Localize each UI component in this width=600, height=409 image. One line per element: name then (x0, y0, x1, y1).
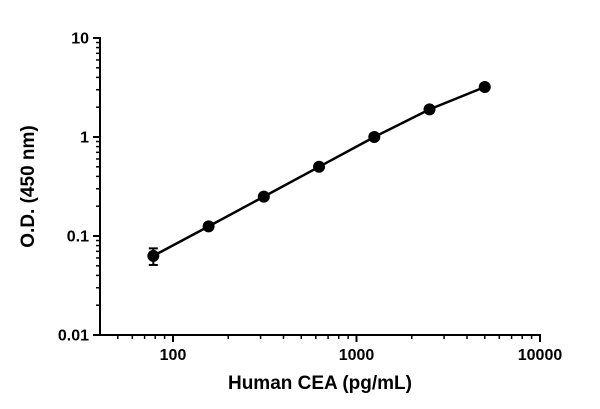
data-point (147, 249, 160, 262)
data-point (368, 131, 381, 143)
data-point (257, 190, 270, 203)
x-tick-label: 100 (160, 347, 187, 364)
data-point (478, 80, 491, 93)
x-tick-label: 10000 (518, 347, 563, 364)
x-tick-label: 1000 (339, 347, 375, 364)
data-point (313, 160, 326, 173)
data-point (423, 103, 436, 116)
y-tick-label: 1 (80, 130, 89, 147)
y-axis-label: O.D. (450 nm) (18, 125, 39, 247)
y-tick-label: 0.1 (67, 229, 89, 246)
axis-frame (99, 37, 541, 336)
x-axis-label: Human CEA (pg/mL) (228, 373, 412, 394)
y-tick-label: 10 (71, 31, 89, 48)
data-point (202, 220, 215, 233)
y-tick-label: 0.01 (58, 328, 89, 345)
